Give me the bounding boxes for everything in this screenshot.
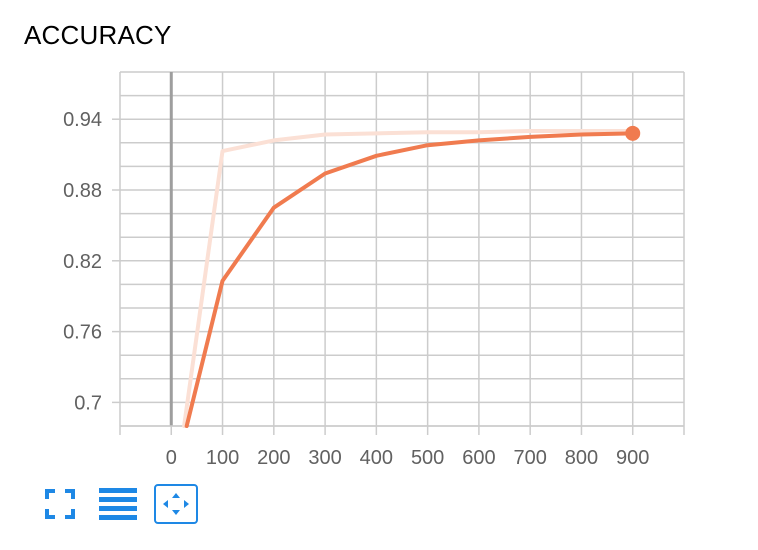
- toggle-lines-icon: [99, 488, 137, 520]
- toggle-lines-button[interactable]: [96, 484, 140, 524]
- smoothed-series-line: [184, 131, 635, 428]
- y-tick-label: 0.94: [63, 109, 102, 131]
- x-tick-label: 900: [616, 447, 649, 469]
- raw-series-line: [182, 129, 635, 428]
- tick-labels: 0 100 200 300 400 500 600 700 800 900 0.7 0.76 0.82 0…: [63, 109, 649, 469]
- x-tick-label: 100: [206, 447, 239, 469]
- x-tick-label: 800: [565, 447, 598, 469]
- y-tick-label: 0.82: [63, 251, 102, 273]
- y-tick-label: 0.76: [63, 322, 102, 344]
- accuracy-chart: 0 100 200 300 400 500 600 700 800 900 0.7 0.76 0.82 0…: [63, 71, 685, 469]
- y-tick-label: 0.7: [74, 392, 102, 414]
- series-endpoint-marker: [625, 125, 641, 141]
- x-tick-label: 500: [411, 447, 444, 469]
- chart-toolbar: [38, 484, 212, 524]
- x-tick-label: 700: [513, 447, 546, 469]
- fullscreen-button[interactable]: [38, 484, 82, 524]
- x-tick-label: 600: [462, 447, 495, 469]
- chart-title: ACCURACY: [24, 20, 172, 50]
- fit-domain-icon: [163, 493, 189, 515]
- x-tick-label: 300: [308, 447, 341, 469]
- series-lines: [182, 125, 641, 428]
- x-tick-label: 400: [360, 447, 393, 469]
- y-tick-label: 0.88: [63, 180, 102, 202]
- axes: [120, 72, 684, 427]
- x-tick-label: 0: [166, 447, 177, 469]
- fit-domain-button[interactable]: [154, 484, 198, 524]
- x-tick-label: 200: [257, 447, 290, 469]
- fullscreen-icon: [45, 489, 75, 519]
